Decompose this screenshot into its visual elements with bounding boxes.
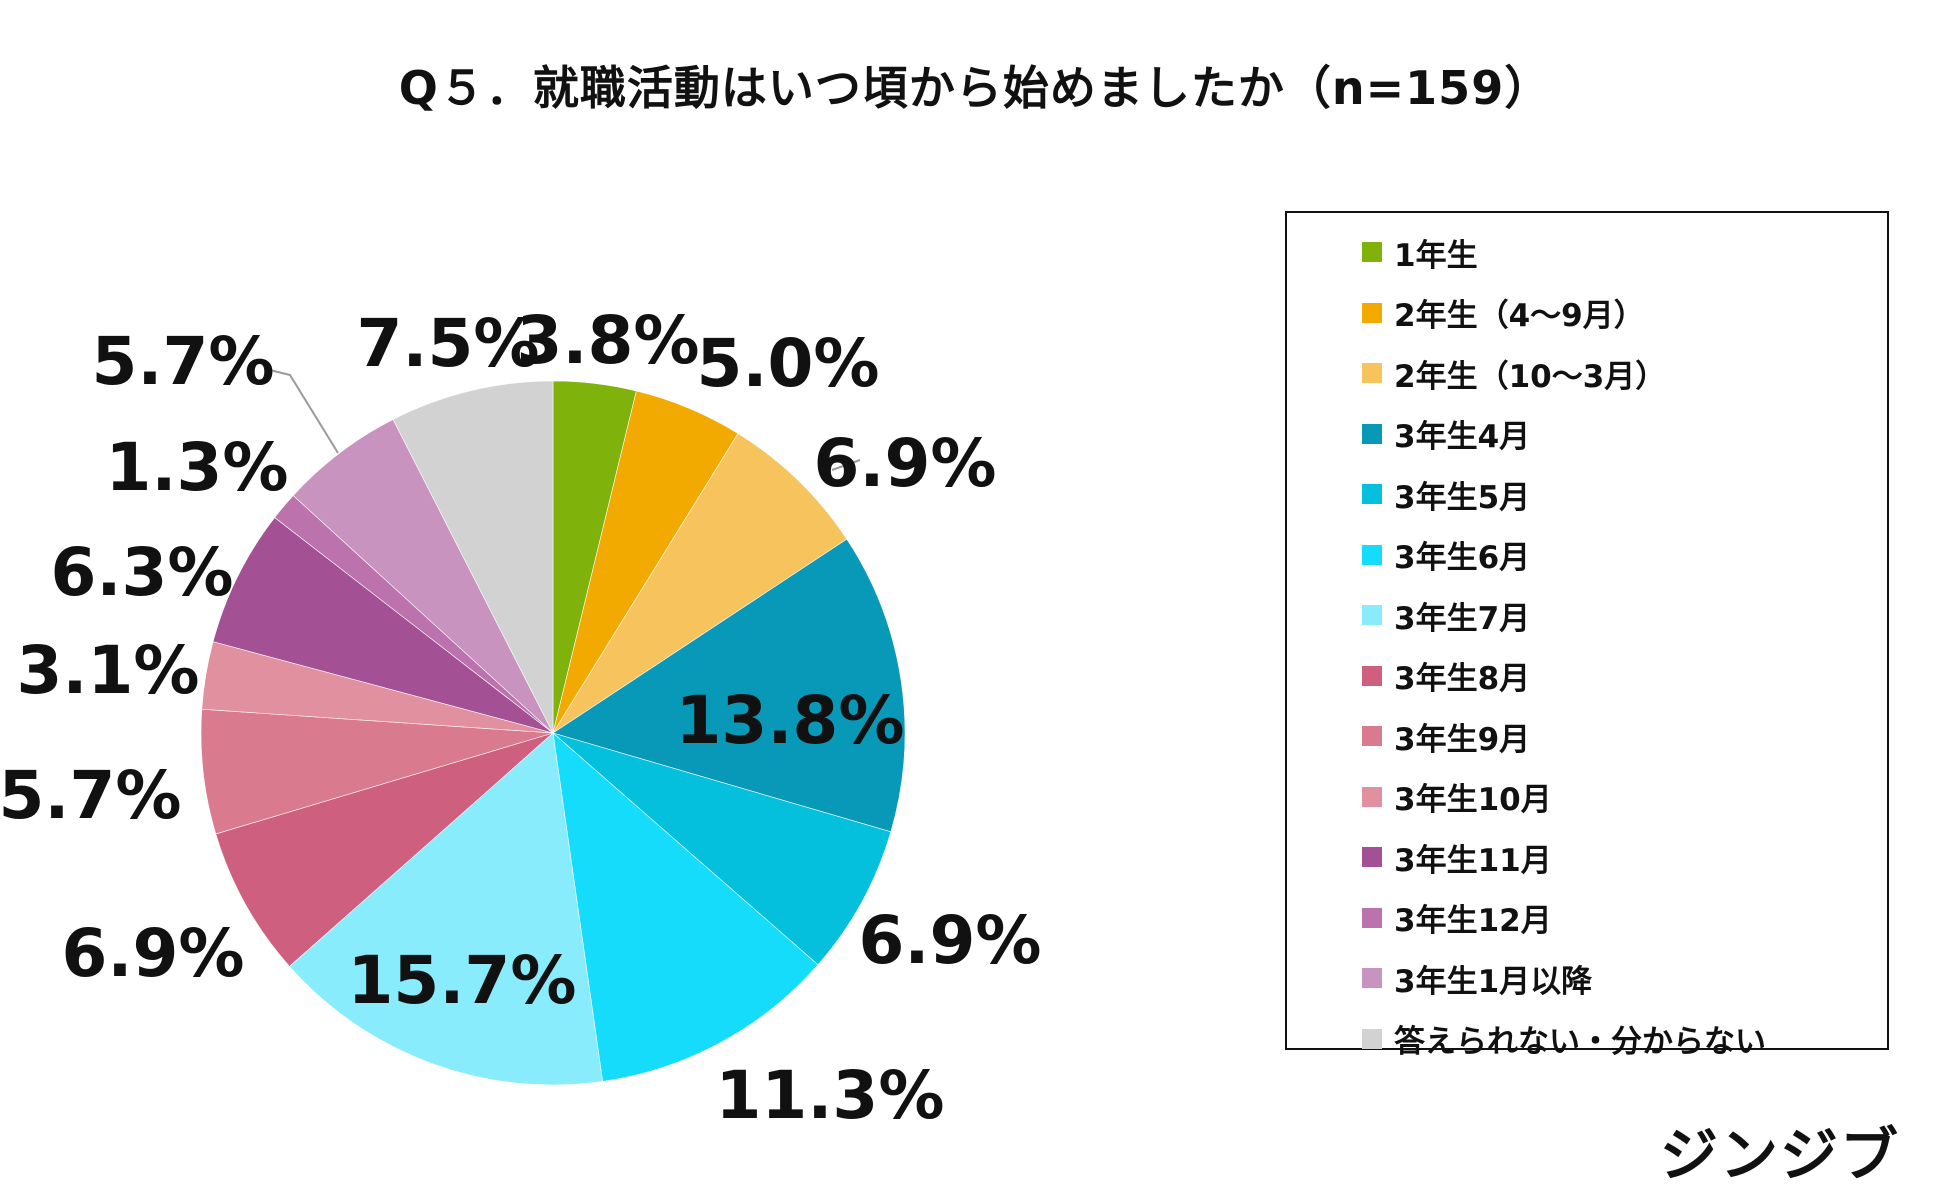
legend-swatch: [1362, 544, 1382, 565]
legend-swatch: [1362, 726, 1382, 746]
legend-item-5: 3年生5月: [1362, 469, 1530, 519]
legend-swatch: [1362, 665, 1382, 686]
legend-label: 3年生7月: [1394, 600, 1531, 637]
value-label-1: 3.8%: [516, 302, 699, 379]
pie-slice-5: [552, 732, 892, 966]
pie-slice-9: [200, 708, 554, 835]
legend-item-11: 3年生11月: [1362, 832, 1552, 882]
legend-label: 3年生6月: [1394, 540, 1531, 576]
value-label-2: 5.0%: [696, 325, 879, 402]
legend-swatch: [1362, 242, 1382, 262]
legend-item-14: 答えられない・分からない: [1362, 1014, 1766, 1064]
value-label-14: 7.5%: [356, 305, 539, 382]
legend-label: 3年生11月: [1394, 842, 1552, 879]
legend-swatch: [1362, 484, 1382, 504]
value-label-9: 5.7%: [0, 757, 182, 834]
legend-swatch: [1362, 786, 1382, 807]
legend-item-2: 2年生（4〜9月）: [1362, 288, 1645, 338]
legend-item-13: 3年生1月以降: [1362, 953, 1592, 1003]
legend-swatch: [1362, 302, 1382, 323]
legend-item-10: 3年生10月: [1362, 772, 1552, 822]
chart-title: Q５．就職活動はいつ頃から始めましたか（n=159）: [398, 61, 1552, 115]
value-label-10: 3.1%: [16, 632, 199, 709]
legend-swatch: [1362, 423, 1382, 444]
pie-slice-3: [552, 433, 848, 734]
legend-label: 3年生9月: [1394, 721, 1531, 758]
value-label-4: 13.8%: [676, 682, 905, 759]
brand-logo: ジンジブ: [1659, 1121, 1900, 1189]
legend-label: 1年生: [1394, 237, 1478, 274]
value-label-11: 6.3%: [50, 534, 233, 611]
pie-slice-13: [292, 419, 554, 734]
value-label-3: 6.9%: [813, 425, 996, 502]
legend-label: 2年生（10〜3月）: [1394, 358, 1667, 395]
legend-item-3: 2年生（10〜3月）: [1362, 348, 1666, 398]
value-label-6: 11.3%: [716, 1057, 945, 1134]
value-label-13: 5.7%: [91, 323, 274, 400]
legend-label: 3年生10月: [1394, 782, 1552, 818]
legend-label: 3年生8月: [1394, 661, 1531, 697]
legend-swatch: [1362, 968, 1382, 988]
legend-item-7: 3年生7月: [1362, 590, 1530, 640]
legend-item-12: 3年生12月: [1362, 893, 1552, 943]
value-label-12: 1.3%: [105, 429, 288, 506]
legend-label: 3年生12月: [1394, 903, 1552, 939]
value-label-8: 6.9%: [61, 915, 244, 992]
legend-swatch: [1362, 605, 1382, 625]
legend-label: 答えられない・分からない: [1394, 1024, 1766, 1060]
legend-label: 3年生4月: [1394, 419, 1531, 455]
legend-swatch: [1362, 363, 1382, 383]
value-label-7: 15.7%: [348, 942, 577, 1019]
legend-item-8: 3年生8月: [1362, 651, 1530, 701]
legend: 1年生 2年生（4〜9月） 2年生（10〜3月） 3年生4月 3年生5月 3年生6月 3年生…: [1285, 211, 1889, 1060]
pie-slice-8: [215, 732, 554, 967]
legend-item-4: 3年生4月: [1362, 409, 1530, 459]
legend-swatch: [1362, 907, 1382, 928]
pie-slice-6: [552, 732, 819, 1082]
legend-label: 2年生（4〜9月）: [1394, 298, 1645, 334]
pie-slice-14: [392, 380, 554, 734]
pie-slice-11: [212, 517, 554, 734]
legend-swatch: [1362, 847, 1382, 867]
leader-line-3: [831, 459, 861, 471]
value-label-5: 6.9%: [858, 902, 1041, 979]
legend-item-1: 1年生: [1362, 227, 1478, 277]
legend-item-6: 3年生6月: [1362, 530, 1530, 580]
legend-item-9: 3年生9月: [1362, 711, 1530, 761]
legend-label: 3年生5月: [1394, 479, 1531, 516]
legend-swatch: [1362, 1028, 1382, 1049]
pie-slice-7: [289, 732, 603, 1086]
legend-label: 3年生1月以降: [1394, 963, 1593, 1000]
leader-line-13: [269, 369, 339, 454]
